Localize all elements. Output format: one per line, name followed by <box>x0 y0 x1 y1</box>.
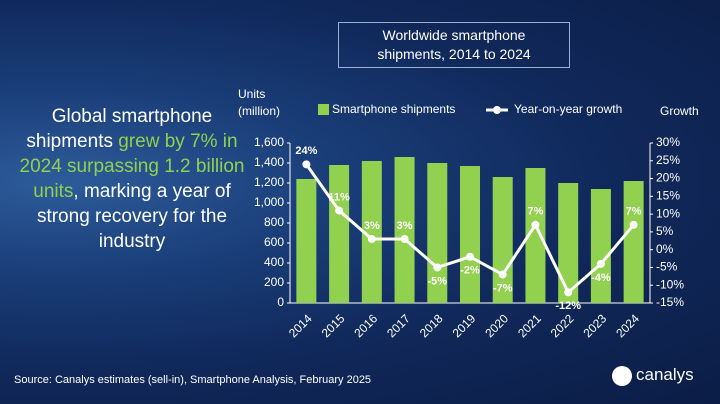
data-label: -5% <box>427 275 447 287</box>
legend-swatch <box>318 104 329 115</box>
line-marker <box>400 235 409 243</box>
data-label: 7% <box>528 206 544 218</box>
data-label: 7% <box>626 206 642 218</box>
bar <box>558 183 579 303</box>
y-tick-label: 0 <box>277 295 284 309</box>
line-marker <box>433 263 442 272</box>
line-marker <box>302 160 311 169</box>
x-tick-label: 2024 <box>613 311 642 340</box>
y-axis-label: Units (million) <box>238 87 280 118</box>
data-label: -7% <box>493 282 513 294</box>
bar <box>427 163 448 303</box>
bar <box>361 161 382 303</box>
legend-label: Year-on-year growth <box>514 102 622 116</box>
bar <box>590 189 611 303</box>
bar <box>296 179 317 303</box>
y2-tick-label: 0% <box>656 242 674 256</box>
x-tick-label: 2015 <box>319 311 348 340</box>
source: Source: Canalys estimates (sell-in), Sma… <box>14 374 372 386</box>
legend-label: Smartphone shipments <box>332 102 455 116</box>
y-tick-label: 1,400 <box>254 155 284 169</box>
line-marker <box>498 270 507 279</box>
line-marker <box>629 220 638 229</box>
headline: Global smartphone shipments grew by 7% i… <box>14 104 250 254</box>
y-tick-label: 800 <box>264 215 284 229</box>
data-label: 11% <box>328 191 350 203</box>
x-tick-label: 2019 <box>450 311 479 340</box>
line-marker <box>596 259 605 268</box>
y2-tick-label: 15% <box>656 189 680 203</box>
y-tick-label: 200 <box>264 275 284 289</box>
data-label: -4% <box>591 272 611 284</box>
line-marker <box>531 220 540 229</box>
data-label: 3% <box>364 220 380 232</box>
y2-tick-label: 10% <box>656 206 680 220</box>
line-marker <box>335 206 344 215</box>
chart-title: Worldwide smartphone shipments, 2014 to … <box>338 22 570 68</box>
y-tick-label: 1,600 <box>254 135 284 149</box>
y2-tick-label: 5% <box>656 224 674 238</box>
y2-tick-label: -15% <box>656 295 684 309</box>
headline-tail: , marking a year of strong recovery for … <box>36 181 231 252</box>
y2-tick-label: -5% <box>656 260 678 274</box>
bar <box>329 165 350 303</box>
bar <box>623 181 644 303</box>
headline-highlight: grew by 7% in 2024 surpassing 1.2 billio… <box>19 131 245 202</box>
y2-tick-label: 20% <box>656 171 680 185</box>
x-tick-label: 2021 <box>515 311 544 340</box>
line-marker <box>367 235 376 243</box>
headline-lead: Global smartphone shipments <box>26 106 213 152</box>
data-label: 24% <box>295 145 317 157</box>
y-tick-label: 400 <box>264 255 284 269</box>
data-label: 3% <box>397 220 413 232</box>
x-tick-label: 2017 <box>384 311 413 340</box>
bar <box>525 168 546 303</box>
y-tick-label: 600 <box>264 235 284 249</box>
line-marker <box>564 288 573 297</box>
y2-tick-label: 25% <box>656 153 680 167</box>
x-tick-label: 2016 <box>351 311 380 340</box>
x-tick-label: 2018 <box>417 311 446 340</box>
logo: canalys <box>636 365 694 384</box>
y-tick-label: 1,000 <box>254 195 284 209</box>
data-label: -2% <box>460 265 480 277</box>
y2-tick-label: -10% <box>656 277 684 291</box>
y2-axis-label: Growth <box>660 104 699 118</box>
bar <box>394 157 415 303</box>
y-tick-label: 1,200 <box>254 175 284 189</box>
data-label: -12% <box>555 300 581 312</box>
x-tick-label: 2014 <box>286 311 315 340</box>
x-tick-label: 2023 <box>580 311 609 340</box>
legend-swatch <box>493 106 501 114</box>
y2-tick-label: 30% <box>656 135 680 149</box>
logo-icon <box>612 366 632 386</box>
bar <box>460 166 480 303</box>
line-marker <box>466 252 474 261</box>
x-tick-label: 2020 <box>482 311 511 340</box>
x-tick-label: 2022 <box>548 311 577 340</box>
